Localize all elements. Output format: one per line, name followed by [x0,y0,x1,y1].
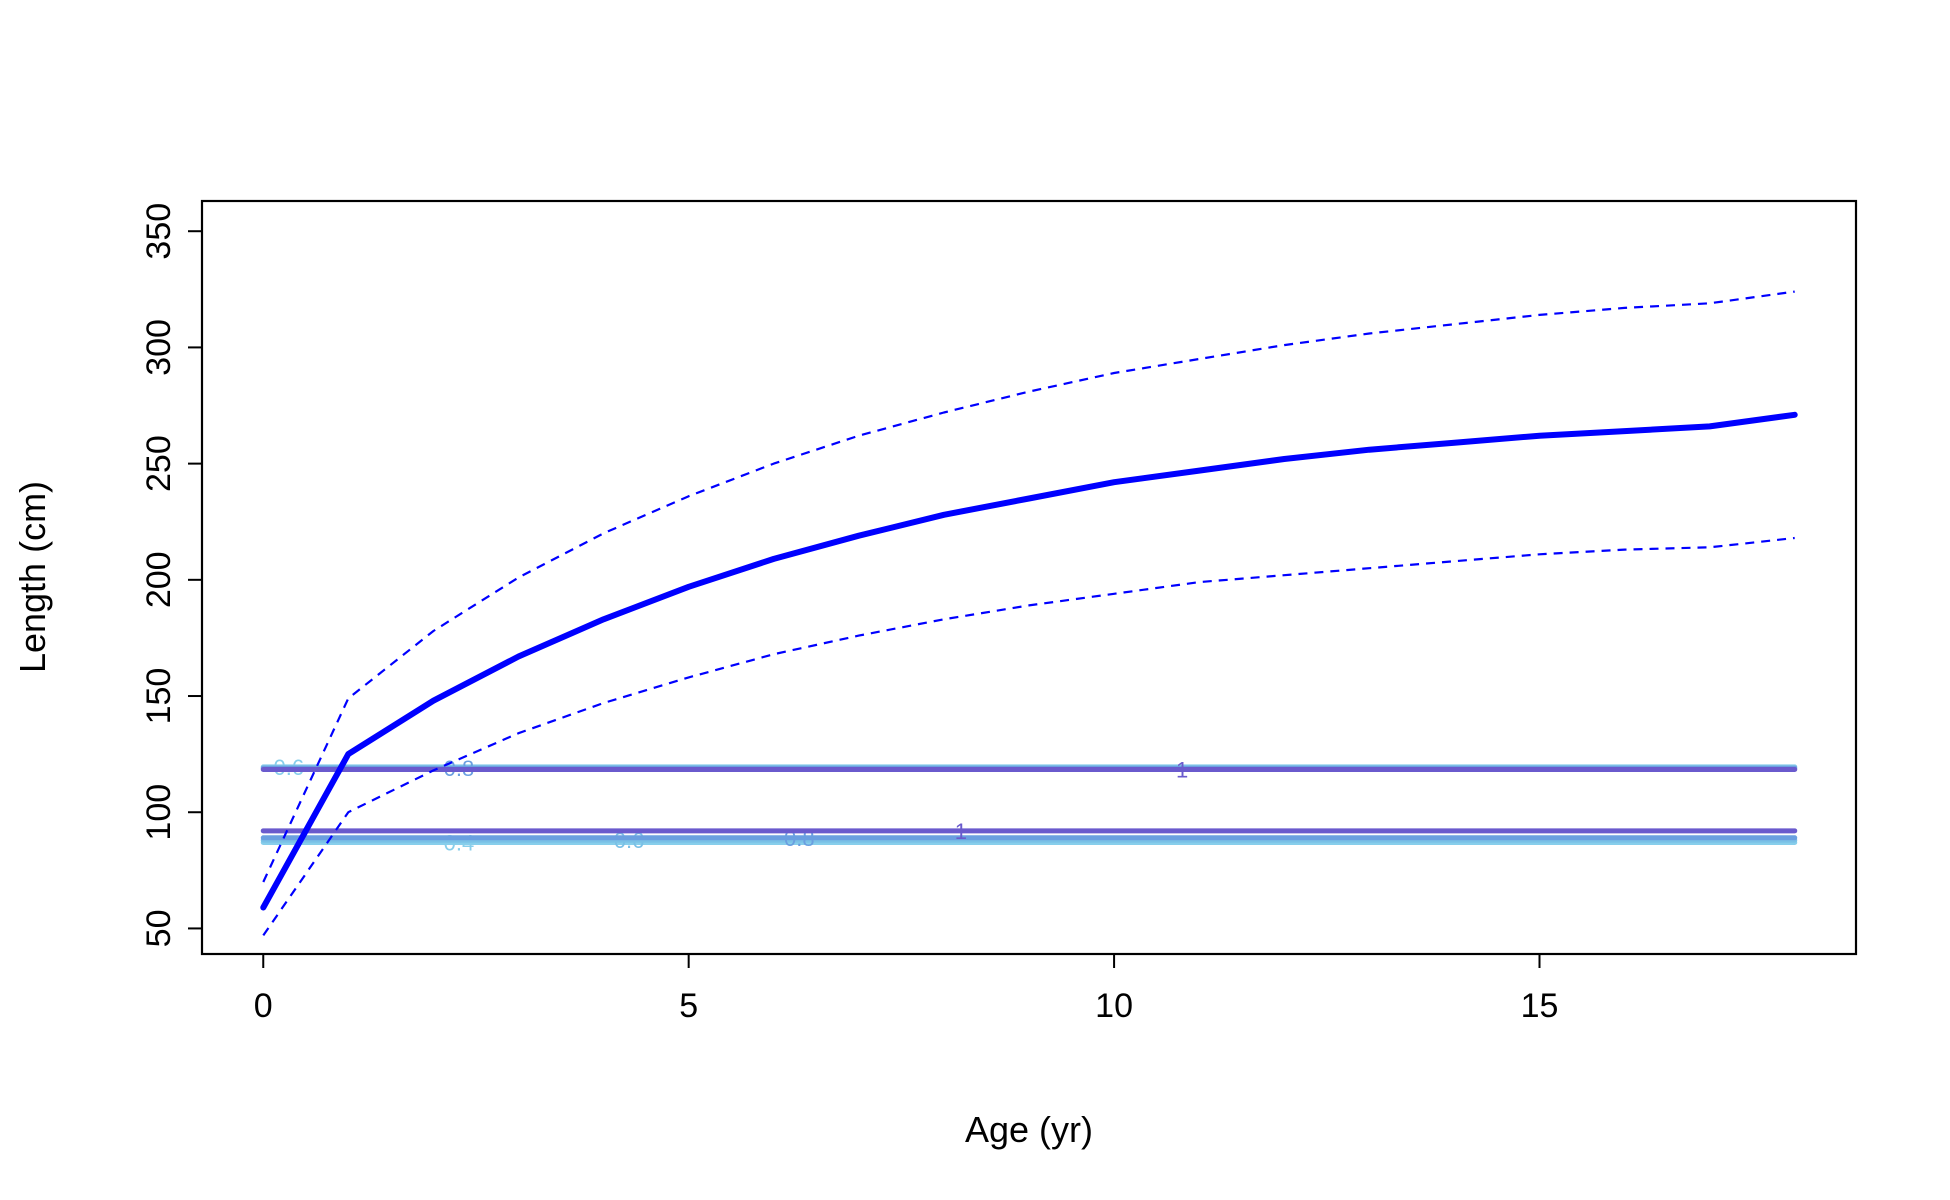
x-tick-label-2: 10 [1095,987,1133,1025]
x-tick-label-3: 15 [1521,987,1559,1025]
series-lower-line [262,536,1795,937]
contour-layer: 0.60.810.40.60.81 [260,755,1798,855]
y-tick-label-0: 50 [140,910,178,948]
contour-label-2: 1 [1176,757,1188,782]
y-tick-label-5: 300 [140,319,178,376]
series-mean-line [260,411,1798,911]
x-tick-label-1: 5 [679,987,698,1025]
contour-label-6: 1 [955,819,967,844]
y-axis-title: Length (cm) [12,481,53,673]
y-tick-label-2: 150 [140,668,178,725]
y-tick-label-6: 350 [140,203,178,260]
x-axis-title: Age (yr) [965,1109,1093,1150]
axis-layer: 0 5 10 15 50 100 150 200 250 300 350 [140,203,1558,1025]
x-tick-label-0: 0 [254,987,273,1025]
series-upper-line [262,290,1795,883]
y-tick-label-1: 100 [140,784,178,841]
series-layer [260,290,1798,937]
contour-label-3: 0.4 [444,830,475,855]
y-tick-label-3: 200 [140,551,178,608]
y-tick-label-4: 250 [140,435,178,492]
